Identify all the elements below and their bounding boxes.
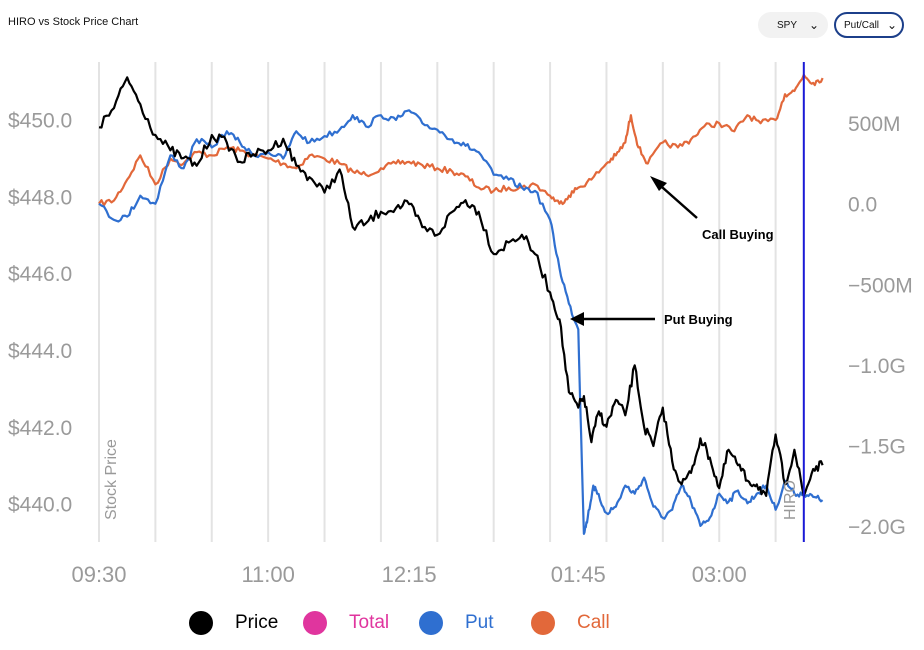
legend-item-call[interactable]: Call: [531, 611, 610, 635]
series-line-price: [98, 76, 824, 497]
left-axis: $450.0 $448.0 $446.0 $444.0 $442.0 $440.0: [8, 110, 72, 517]
legend-label: Total: [349, 612, 390, 633]
chevron-down-icon: ⌄: [808, 18, 819, 32]
legend-item-price[interactable]: Price: [189, 611, 278, 635]
put-buying-label: Put Buying: [664, 312, 733, 327]
legend-item-total[interactable]: Total: [303, 611, 389, 635]
x-tick-label: 09:30: [71, 562, 126, 587]
legend-dot: [531, 611, 555, 635]
series-line-call: [98, 73, 824, 207]
call-buying-label: Call Buying: [702, 227, 774, 242]
left-tick-label: $440.0: [8, 494, 72, 517]
left-tick-label: $448.0: [8, 186, 72, 209]
x-axis: 09:30 11:00 12:15 01:45 03:00: [71, 562, 746, 587]
legend-label: Call: [577, 612, 610, 633]
x-tick-label: 03:00: [692, 562, 747, 587]
mode-select[interactable]: Put/Call ⌄: [834, 12, 904, 38]
series-lines: [98, 73, 824, 535]
ticker-select[interactable]: SPY ⌄: [758, 12, 828, 38]
left-axis-label: Stock Price: [103, 439, 120, 520]
left-tick-label: $442.0: [8, 417, 72, 440]
legend-dot: [189, 611, 213, 635]
right-tick-label: −2.0G: [848, 516, 906, 539]
chart-title: HIRO vs Stock Price Chart: [8, 16, 139, 28]
legend-item-put[interactable]: Put: [419, 611, 494, 635]
mode-select-value: Put/Call: [844, 19, 880, 31]
legend-dot: [419, 611, 443, 635]
put-buying-annotation: Put Buying: [570, 312, 733, 327]
legend: Price Total Put Call: [0, 611, 924, 637]
chevron-down-icon: ⌄: [887, 18, 898, 32]
hiro-price-chart: $450.0 $448.0 $446.0 $444.0 $442.0 $440.0 500…: [8, 62, 913, 587]
left-tick-label: $444.0: [8, 340, 72, 363]
right-axis: 500M 0.0 −500M −1.0G −1.5G −2.0G: [848, 113, 913, 539]
series-line-put: [98, 109, 824, 535]
right-tick-label: 500M: [848, 113, 901, 136]
right-tick-label: −1.5G: [848, 435, 906, 458]
legend-label: Price: [235, 612, 279, 633]
right-tick-label: 0.0: [848, 194, 877, 217]
right-tick-label: −500M: [848, 274, 913, 297]
ticker-select-value: SPY: [777, 19, 798, 31]
call-buying-annotation: Call Buying: [650, 176, 774, 242]
x-tick-label: 01:45: [551, 562, 606, 587]
legend-label: Put: [465, 612, 494, 633]
left-tick-label: $450.0: [8, 110, 72, 133]
x-tick-label: 12:15: [382, 562, 437, 587]
left-tick-label: $446.0: [8, 263, 72, 286]
right-axis-label: HIRO: [782, 480, 799, 520]
x-tick-label: 11:00: [241, 562, 294, 587]
right-tick-label: −1.0G: [848, 355, 906, 378]
legend-dot: [303, 611, 327, 635]
